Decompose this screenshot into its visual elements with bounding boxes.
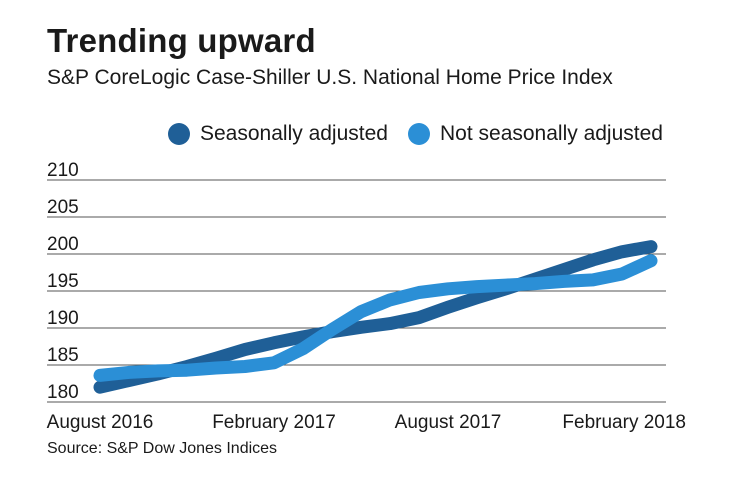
chart-title: Trending upward <box>47 22 316 59</box>
x-tick-label-0: August 2016 <box>47 412 154 433</box>
legend-marker-seasonally-adjusted <box>168 123 190 145</box>
y-tick-label-205: 205 <box>47 197 79 218</box>
y-tick-label-200: 200 <box>47 234 79 255</box>
x-tick-label-3: February 2018 <box>562 412 686 433</box>
y-tick-label-180: 180 <box>47 382 79 403</box>
y-tick-label-190: 190 <box>47 308 79 329</box>
y-tick-label-210: 210 <box>47 160 79 181</box>
chart-subtitle: S&P CoreLogic Case-Shiller U.S. National… <box>47 66 613 89</box>
x-tick-label-1: February 2017 <box>212 412 336 433</box>
legend-item-not-seasonally-adjusted: Not seasonally adjusted <box>408 121 663 147</box>
x-tick-label-2: August 2017 <box>395 412 502 433</box>
y-tick-label-185: 185 <box>47 345 79 366</box>
legend-marker-not-seasonally-adjusted <box>408 123 430 145</box>
legend: Seasonally adjusted Not seasonally adjus… <box>0 121 740 147</box>
y-tick-label-195: 195 <box>47 271 79 292</box>
series-line-not-seasonally-adjusted <box>93 254 658 382</box>
legend-label-not-seasonally-adjusted: Not seasonally adjusted <box>440 122 663 145</box>
source-note: Source: S&P Dow Jones Indices <box>47 440 278 457</box>
legend-item-seasonally-adjusted: Seasonally adjusted <box>168 121 388 147</box>
legend-label-seasonally-adjusted: Seasonally adjusted <box>200 122 388 145</box>
